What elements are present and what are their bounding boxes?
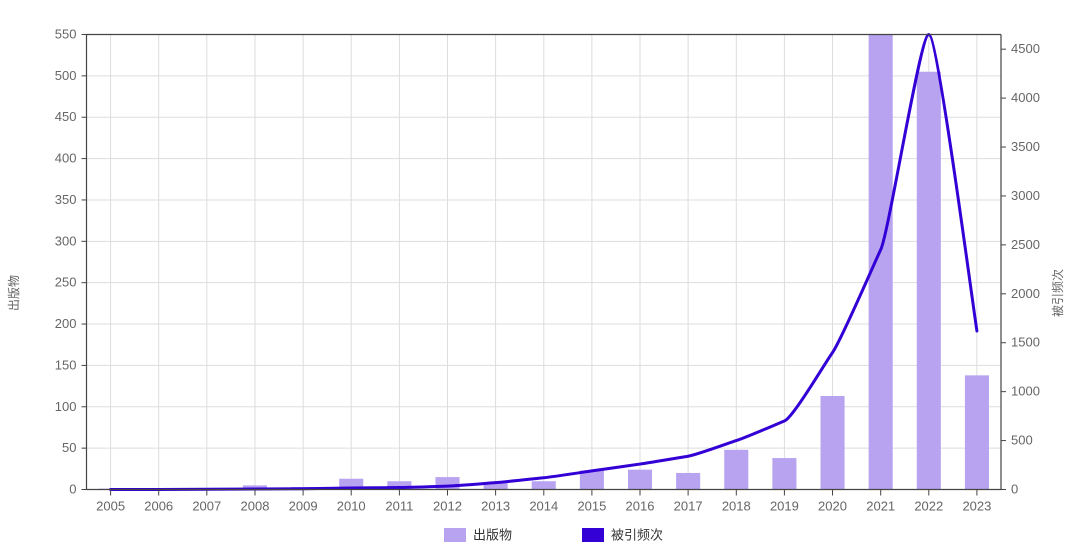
svg-text:150: 150 xyxy=(55,357,77,372)
svg-text:1000: 1000 xyxy=(1011,384,1040,399)
svg-text:2022: 2022 xyxy=(914,499,943,514)
svg-text:550: 550 xyxy=(55,27,77,42)
svg-text:2012: 2012 xyxy=(433,499,462,514)
svg-text:2014: 2014 xyxy=(529,499,558,514)
svg-text:2005: 2005 xyxy=(96,499,125,514)
svg-text:被引频次: 被引频次 xyxy=(1051,269,1065,317)
svg-text:450: 450 xyxy=(55,109,77,124)
svg-text:300: 300 xyxy=(55,233,77,248)
svg-text:2000: 2000 xyxy=(1011,286,1040,301)
svg-text:2020: 2020 xyxy=(818,499,847,514)
svg-text:2013: 2013 xyxy=(481,499,510,514)
svg-text:400: 400 xyxy=(55,151,77,166)
svg-text:2500: 2500 xyxy=(1011,237,1040,252)
svg-text:0: 0 xyxy=(1011,482,1018,497)
svg-text:2008: 2008 xyxy=(241,499,270,514)
svg-text:2006: 2006 xyxy=(144,499,173,514)
svg-text:3500: 3500 xyxy=(1011,139,1040,154)
svg-text:2009: 2009 xyxy=(289,499,318,514)
svg-text:250: 250 xyxy=(55,275,77,290)
svg-text:2011: 2011 xyxy=(385,499,413,514)
svg-text:2021: 2021 xyxy=(866,499,895,514)
svg-text:2010: 2010 xyxy=(337,499,366,514)
svg-text:4000: 4000 xyxy=(1011,90,1040,105)
svg-text:1500: 1500 xyxy=(1011,335,1040,350)
svg-text:2007: 2007 xyxy=(192,499,221,514)
svg-text:4500: 4500 xyxy=(1011,41,1040,56)
svg-text:500: 500 xyxy=(55,68,77,83)
svg-text:被引频次: 被引频次 xyxy=(611,528,663,543)
svg-text:200: 200 xyxy=(55,316,77,331)
svg-text:100: 100 xyxy=(55,399,77,414)
svg-text:2015: 2015 xyxy=(577,499,606,514)
svg-text:2017: 2017 xyxy=(674,499,703,514)
svg-text:350: 350 xyxy=(55,192,77,207)
svg-text:0: 0 xyxy=(69,482,76,497)
svg-text:2016: 2016 xyxy=(626,499,655,514)
svg-text:2023: 2023 xyxy=(962,499,991,514)
svg-text:出版物: 出版物 xyxy=(473,528,512,543)
svg-text:500: 500 xyxy=(1011,433,1033,448)
svg-text:50: 50 xyxy=(62,440,76,455)
svg-text:2018: 2018 xyxy=(722,499,751,514)
svg-text:2019: 2019 xyxy=(770,499,799,514)
svg-text:出版物: 出版物 xyxy=(7,275,21,311)
svg-text:3000: 3000 xyxy=(1011,188,1040,203)
